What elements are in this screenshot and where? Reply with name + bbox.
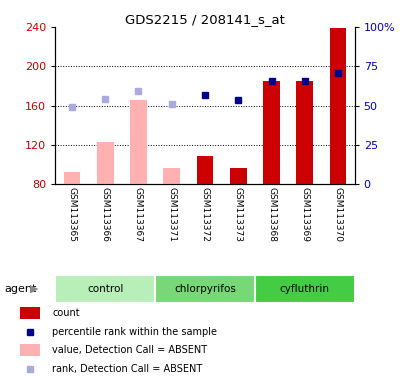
Text: cyfluthrin: cyfluthrin — [279, 284, 329, 294]
Bar — [55, 275, 155, 303]
Text: GDS2215 / 208141_s_at: GDS2215 / 208141_s_at — [125, 13, 284, 26]
Text: GSM113365: GSM113365 — [67, 187, 76, 242]
Bar — [97, 142, 113, 184]
Text: GSM113372: GSM113372 — [200, 187, 209, 242]
Bar — [163, 167, 180, 184]
Text: percentile rank within the sample: percentile rank within the sample — [52, 326, 216, 337]
Text: agent: agent — [4, 284, 36, 294]
Text: GSM113373: GSM113373 — [233, 187, 242, 242]
Text: GSM113367: GSM113367 — [134, 187, 143, 242]
Bar — [20, 344, 40, 356]
Text: count: count — [52, 308, 79, 318]
Text: rank, Detection Call = ABSENT: rank, Detection Call = ABSENT — [52, 364, 202, 374]
Bar — [155, 275, 254, 303]
Bar — [196, 156, 213, 184]
Text: GSM113371: GSM113371 — [167, 187, 176, 242]
Bar — [130, 100, 146, 184]
Text: chlorpyrifos: chlorpyrifos — [174, 284, 235, 294]
Bar — [20, 307, 40, 319]
Text: ▶: ▶ — [30, 284, 38, 294]
Bar — [229, 167, 246, 184]
Text: GSM113368: GSM113368 — [266, 187, 275, 242]
Text: GSM113370: GSM113370 — [333, 187, 342, 242]
Bar — [63, 172, 80, 184]
Text: GSM113369: GSM113369 — [299, 187, 308, 242]
Text: value, Detection Call = ABSENT: value, Detection Call = ABSENT — [52, 345, 207, 355]
Bar — [254, 275, 354, 303]
Text: control: control — [87, 284, 123, 294]
Bar — [329, 28, 346, 184]
Text: GSM113366: GSM113366 — [101, 187, 110, 242]
Bar — [263, 81, 279, 184]
Bar — [296, 81, 312, 184]
